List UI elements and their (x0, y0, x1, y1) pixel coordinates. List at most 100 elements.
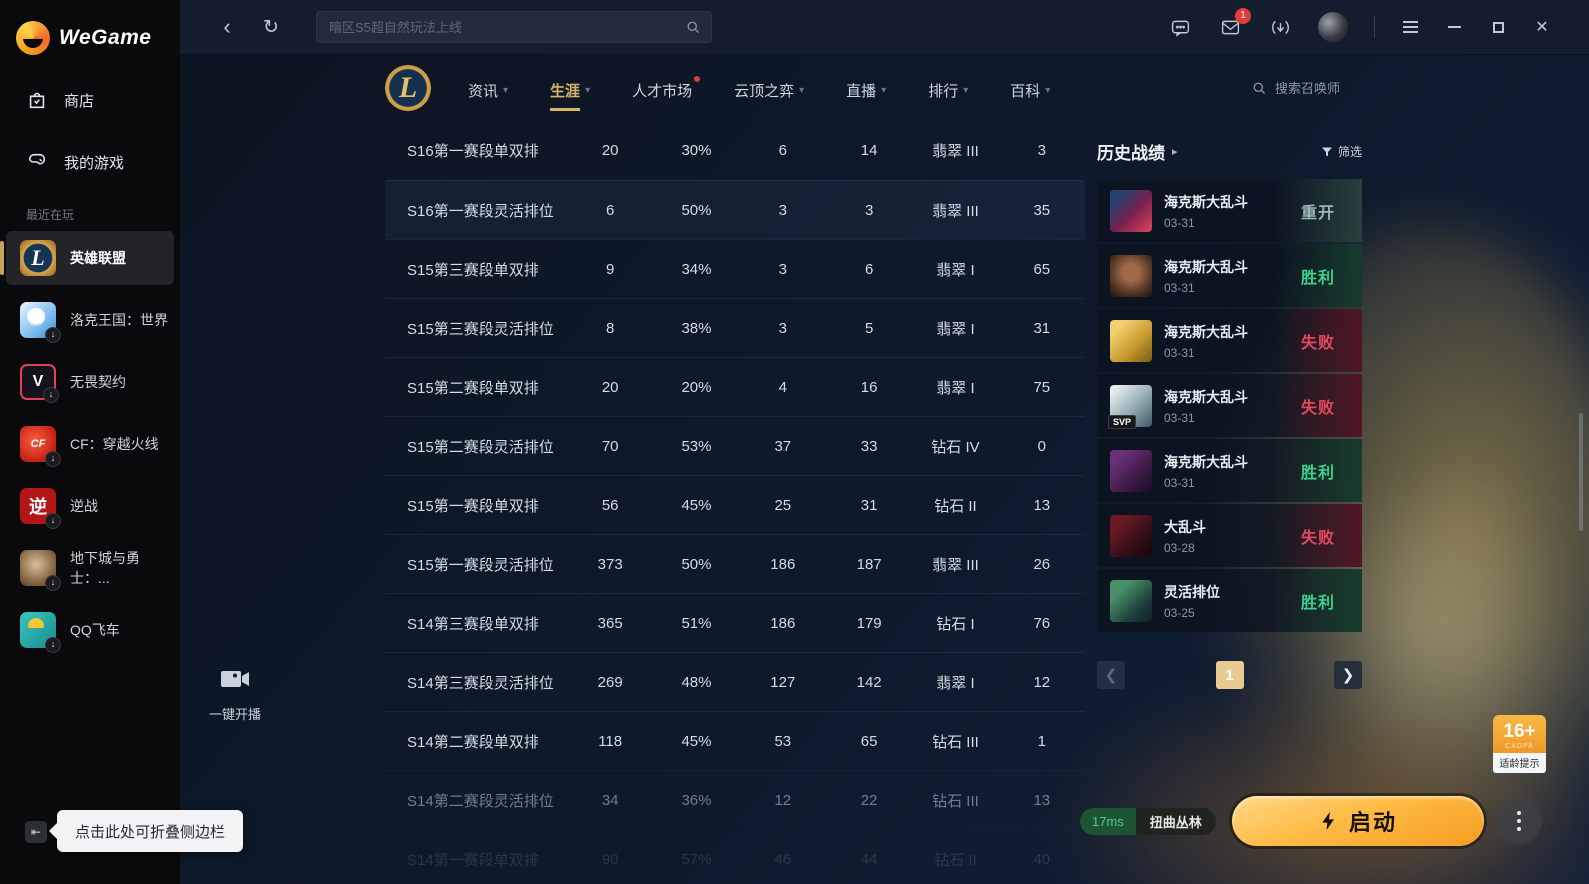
tab-live[interactable]: 直播 ▾ (846, 82, 887, 100)
table-row[interactable]: S14第三赛段灵活排位 269 48% 127 142 翡翠 I 12 (385, 652, 1085, 711)
wegame-logo[interactable]: WeGame (0, 0, 180, 60)
active-indicator (0, 241, 4, 275)
age-rating-badge: 16+ CADPA 适龄提示 (1493, 715, 1546, 773)
svp-badge: SVP (1108, 414, 1137, 429)
match-mode: 海克斯大乱斗 (1164, 388, 1248, 405)
match-result: 失败 (1274, 309, 1362, 372)
chevron-down-icon: ▾ (1045, 84, 1051, 96)
search-icon (1253, 82, 1265, 94)
game-item-crossfire[interactable]: CF ↓ CF：穿越火线 (6, 417, 174, 471)
match-date: 03-28 (1164, 540, 1195, 555)
match-result: 重开 (1274, 179, 1362, 242)
download-badge-icon: ↓ (45, 637, 61, 653)
tab-career[interactable]: 生涯 ▾ (550, 80, 590, 111)
maximize-button[interactable] (1489, 18, 1507, 36)
match-card[interactable]: 大乱斗 03-28 失败 (1097, 504, 1362, 567)
table-row[interactable]: S15第二赛段灵活排位 70 53% 37 33 钻石 IV 0 (385, 416, 1085, 475)
match-date: 03-31 (1164, 215, 1195, 230)
summoner-search[interactable] (1252, 81, 1395, 96)
sidebar-item-label: 商店 (64, 92, 95, 110)
match-mode: 大乱斗 (1164, 518, 1206, 535)
global-search-input[interactable] (317, 19, 686, 35)
avatar[interactable] (1318, 12, 1348, 42)
game-item-label: CF：穿越火线 (70, 436, 159, 452)
sidebar-item-my-games[interactable]: 我的游戏 (0, 140, 180, 184)
tab-tft[interactable]: 云顶之弈 ▾ (734, 82, 805, 100)
back-button[interactable]: ‹ (223, 14, 231, 39)
global-search[interactable] (316, 11, 712, 43)
age-rating-label: 适龄提示 (1493, 753, 1546, 773)
server-selector[interactable]: 17ms 扭曲丛林 (1080, 808, 1216, 835)
launch-button[interactable]: 启动 (1232, 796, 1484, 846)
recently-playing-label: 最近在玩 (26, 208, 75, 222)
champion-icon: SVP (1108, 384, 1152, 429)
tab-wiki[interactable]: 百科 ▾ (1010, 82, 1051, 100)
match-card[interactable]: 海克斯大乱斗 03-31 失败 (1097, 309, 1362, 372)
table-row[interactable]: S14第一赛段单双排 90 57% 46 44 钻石 II 40 (385, 829, 1085, 884)
match-card[interactable]: 海克斯大乱斗 03-31 重开 (1097, 179, 1362, 242)
table-row[interactable]: S15第二赛段单双排 20 20% 4 16 翡翠 I 75 (385, 357, 1085, 416)
table-row[interactable]: S14第二赛段单双排 118 45% 53 65 钻石 III 1 (385, 711, 1085, 770)
sidebar-item-store[interactable]: 商店 (0, 78, 180, 122)
pagination: ❮ 1 ❯ (1097, 661, 1362, 689)
match-card[interactable]: SVP 海克斯大乱斗 03-31 失败 (1097, 374, 1362, 437)
match-result: 胜利 (1274, 244, 1362, 307)
table-row[interactable]: S15第一赛段灵活排位 373 50% 186 187 翡翠 III 26 (385, 534, 1085, 593)
tab-news[interactable]: 资讯 ▾ (468, 82, 509, 100)
prev-page-button[interactable]: ❮ (1097, 661, 1125, 689)
current-page[interactable]: 1 (1215, 661, 1244, 689)
game-item-dnf[interactable]: ↓ 地下城与勇士：... (6, 541, 174, 595)
download-badge-icon: ↓ (43, 387, 59, 403)
champion-icon (1110, 449, 1152, 492)
champion-icon (1110, 579, 1152, 622)
download-badge-icon: ↓ (45, 575, 61, 591)
match-result: 胜利 (1274, 439, 1362, 502)
table-row[interactable]: S16第一赛段灵活排位 6 50% 3 3 翡翠 III 35 (385, 180, 1085, 239)
download-badge-icon: ↓ (45, 327, 61, 343)
match-mode: 海克斯大乱斗 (1164, 323, 1248, 340)
minimize-button[interactable] (1445, 18, 1463, 36)
collapse-tooltip: 点击此处可折叠侧边栏 (48, 810, 244, 852)
match-card[interactable]: 海克斯大乱斗 03-31 胜利 (1097, 244, 1362, 307)
filter-button[interactable]: 筛选 (1321, 143, 1362, 160)
search-icon[interactable] (686, 20, 701, 35)
valorant-game-icon: V ↓ (20, 364, 59, 403)
mail-icon[interactable]: 1 (1218, 8, 1251, 39)
next-page-button[interactable]: ❯ (1334, 661, 1362, 689)
match-card[interactable]: 灵活排位 03-25 胜利 (1097, 569, 1362, 632)
game-item-lol[interactable]: L 英雄联盟 (0, 231, 174, 285)
close-button[interactable]: ✕ (1535, 19, 1549, 36)
main-content: L 资讯 ▾ 生涯 ▾ 人才市场 云顶之弈 ▾ 直播 ▾ 排行 ▾ (180, 55, 1589, 884)
table-row[interactable]: S16第一赛段单双排 20 30% 6 14 翡翠 III 3 (407, 142, 1046, 160)
match-mode: 灵活排位 (1164, 583, 1220, 600)
table-row[interactable]: S14第二赛段灵活排位 34 36% 12 22 钻石 III 13 (385, 770, 1085, 829)
chat-icon[interactable] (1168, 15, 1192, 39)
game-item-nizhan[interactable]: 逆 ↓ 逆战 (6, 479, 174, 533)
match-result: 胜利 (1274, 569, 1362, 632)
lol-logo-icon[interactable]: L (385, 65, 431, 111)
summoner-search-input[interactable] (1275, 81, 1395, 96)
table-row[interactable]: S15第一赛段单双排 56 45% 25 31 钻石 II 13 (385, 475, 1085, 534)
scrollbar-thumb[interactable] (1579, 413, 1583, 531)
game-item-valorant[interactable]: V ↓ 无畏契约 (6, 355, 174, 409)
lol-game-icon: L (20, 240, 56, 276)
match-date: 03-31 (1164, 345, 1195, 360)
refresh-button[interactable]: ↻ (263, 16, 279, 38)
game-item-roco[interactable]: ↓ 洛克王国：世界 (6, 293, 174, 347)
one-click-stream-button[interactable]: 一键开播 (188, 667, 282, 723)
tab-ranking[interactable]: 排行 ▾ (928, 82, 969, 100)
match-date: 03-25 (1164, 605, 1195, 620)
table-row[interactable]: S15第三赛段灵活排位 8 38% 3 5 翡翠 I 31 (385, 298, 1085, 357)
menu-icon[interactable] (1401, 18, 1419, 36)
table-row[interactable]: S14第三赛段单双排 365 51% 186 179 钻石 I 76 (385, 593, 1085, 652)
match-card[interactable]: 海克斯大乱斗 03-31 胜利 (1097, 439, 1362, 502)
more-options-button[interactable] (1496, 798, 1542, 844)
history-title[interactable]: 历史战绩 (1097, 144, 1165, 163)
tab-talent-market[interactable]: 人才市场 (632, 75, 701, 101)
game-item-qq-speed[interactable]: ↓ QQ飞车 (6, 603, 174, 657)
table-row[interactable]: S15第三赛段单双排 9 34% 3 6 翡翠 I 65 (385, 239, 1085, 298)
age-rating-cadpa: CADPA (1505, 743, 1534, 750)
collapse-sidebar-button[interactable]: ⇤ (25, 821, 47, 843)
titlebar-divider (1374, 16, 1375, 38)
download-manager-icon[interactable] (1268, 15, 1292, 39)
